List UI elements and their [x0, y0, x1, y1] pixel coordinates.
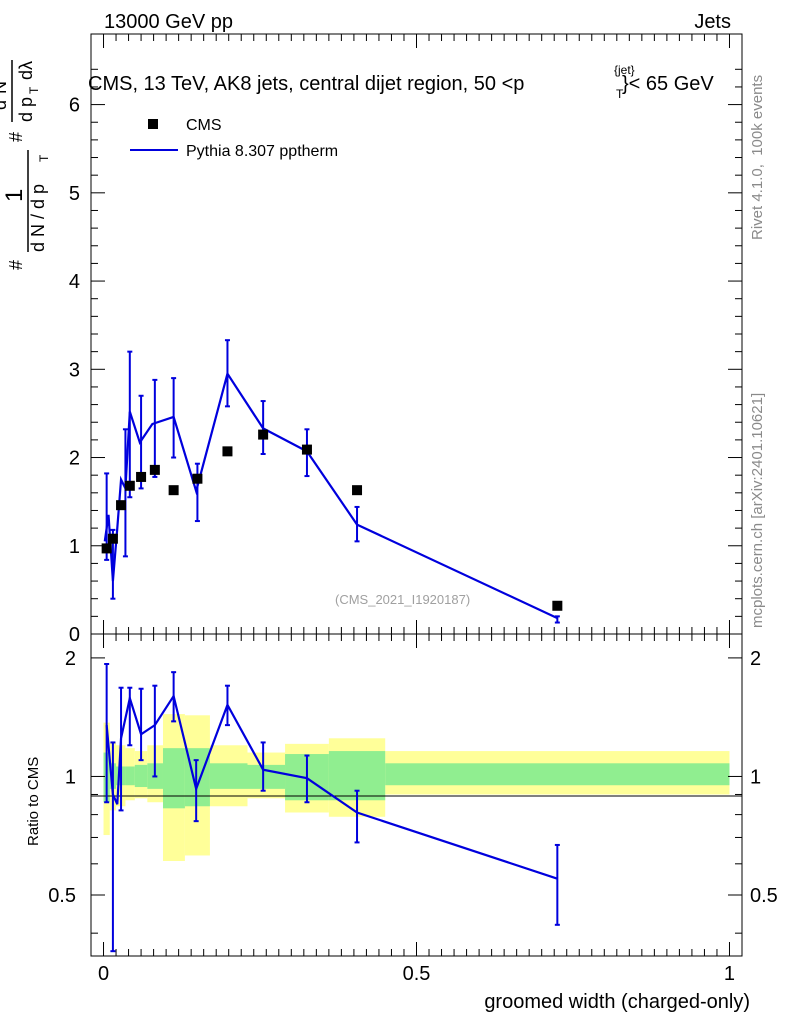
mc-series-line	[103, 371, 558, 620]
ylabel-frac-den-sub: T	[27, 86, 41, 94]
ylabel-frac-num-tail: N	[0, 81, 10, 94]
y-tick-label: 6	[69, 95, 80, 117]
ylabel-den-sub: T	[37, 154, 51, 162]
x-axis-label: groomed width (charged-only)	[484, 991, 750, 1013]
ylabel-dlambda: dλ	[16, 61, 36, 80]
main-marks	[101, 339, 563, 624]
y-tick-label: 3	[69, 359, 80, 381]
main-ticks: 0 1 2 3 4 5 6	[69, 34, 742, 646]
cms-data-point	[124, 480, 135, 491]
main-title-sup: {jet}	[614, 63, 635, 77]
ylabel-hash: #	[6, 260, 26, 270]
stat-uncertainty-band	[125, 766, 135, 786]
cms-data-point	[107, 533, 118, 544]
legend-mc-label: Pythia 8.307 pptherm	[186, 143, 338, 160]
x-tick-label: 1	[724, 963, 735, 985]
stat-uncertainty-band	[134, 764, 148, 788]
ylabel-frac-den: d p	[16, 97, 36, 122]
main-title-suffix: }< 65 GeV	[622, 73, 714, 95]
ratio-y-tick-label: 0.5	[48, 885, 76, 907]
main-panel: 0 1 2 3 4 5 6 CMS, 13 TeV, AK8 jets, central d…	[69, 33, 743, 646]
cms-data-point	[258, 429, 269, 440]
cms-data-point	[301, 444, 312, 455]
ratio-y-tick-label-right: 2	[750, 648, 761, 670]
legend-cms-label: CMS	[186, 117, 222, 134]
main-ylabel: # 1 d N / d p T # d 2 N d p T dλ	[0, 60, 51, 270]
legend-cms-marker	[148, 119, 158, 129]
cms-data-point	[101, 543, 112, 554]
cms-data-point	[168, 485, 179, 496]
ratio-y-tick-label: 1	[65, 766, 76, 788]
rivet-version-label: Rivet 4.1.0, 100k events	[749, 75, 766, 240]
cms-data-point	[222, 446, 233, 457]
stat-uncertainty-band	[247, 764, 286, 789]
ratio-y-tick-label-right: 0.5	[750, 885, 778, 907]
ylabel-one: 1	[1, 189, 28, 202]
ratio-y-tick-label: 2	[65, 648, 76, 670]
cms-data-point	[116, 500, 127, 511]
legend: CMS Pythia 8.307 pptherm	[130, 117, 338, 160]
stat-uncertainty-band	[209, 763, 248, 789]
main-title-text: CMS, 13 TeV, AK8 jets, central dijet reg…	[88, 73, 524, 95]
analysis-watermark: (CMS_2021_I1920187)	[335, 592, 470, 607]
ratio-mc-line	[105, 693, 558, 880]
ylabel-hash2: #	[6, 132, 26, 142]
stat-uncertainty-band	[162, 748, 185, 809]
main-title: CMS, 13 TeV, AK8 jets, central dijet reg…	[88, 63, 714, 101]
cms-data-point	[352, 485, 363, 496]
collision-header: 13000 GeV pp	[104, 11, 233, 33]
ratio-ylabel: Ratio to CMS	[25, 757, 42, 846]
ylabel-den: d N / d p	[28, 184, 48, 252]
cms-data-point	[192, 473, 203, 484]
main-title-sub: T	[616, 87, 624, 101]
y-tick-label: 1	[69, 536, 80, 558]
y-tick-label: 0	[69, 624, 80, 646]
stat-uncertainty-band	[385, 763, 730, 786]
y-tick-label: 5	[69, 183, 80, 205]
cms-data-point	[149, 464, 160, 475]
y-tick-label: 4	[69, 271, 80, 293]
ratio-y-tick-label-right: 1	[750, 766, 761, 788]
ylabel-frac-num-sup: 2	[0, 94, 1, 100]
cms-data-point	[136, 471, 147, 482]
jets-header: Jets	[694, 11, 731, 33]
x-tick-label: 0.5	[403, 963, 431, 985]
ylabel-frac-num: d	[0, 100, 10, 110]
ratio-ticks: 0.5 0.5 1 1 2 2 0 0.5 1	[48, 634, 778, 985]
y-tick-label: 2	[69, 448, 80, 470]
mcplots-source-label: mcplots.cern.ch [arXiv:2401.10621]	[749, 393, 766, 628]
cms-data-point	[552, 600, 563, 611]
ratio-marks	[104, 662, 560, 953]
ratio-panel: 0.5 0.5 1 1 2 2 0 0.5 1 Ratio to CMS groomed wid…	[25, 633, 778, 1013]
x-tick-label: 0	[98, 963, 109, 985]
